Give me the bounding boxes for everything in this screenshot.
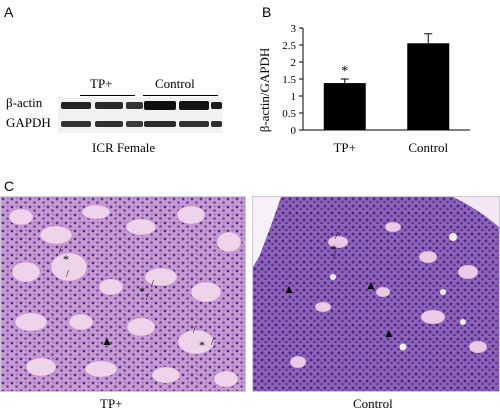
tubule-lumen	[213, 370, 239, 388]
x-tick-label: TP+	[333, 140, 356, 155]
tubule-lumen	[151, 366, 181, 384]
acinar-lumen	[457, 264, 479, 280]
marker-slash: /	[193, 325, 196, 336]
tubule-lumen	[81, 204, 111, 220]
tubule-lumen	[125, 218, 157, 236]
blot-band	[144, 121, 176, 127]
marker-slash: /	[333, 251, 336, 262]
marker-star: *	[199, 338, 205, 352]
vacuoles	[330, 233, 466, 351]
blot-band	[211, 121, 222, 127]
tubule-lumen	[176, 205, 206, 225]
marker-slash: /	[335, 231, 338, 242]
background-gap	[453, 197, 499, 227]
panel-c-letter: C	[4, 178, 15, 194]
tubule-lumen	[177, 329, 215, 355]
acinar-lumens	[289, 221, 488, 369]
blot-band	[61, 121, 91, 127]
y-tick-label: 1	[291, 91, 297, 103]
tubule-lumen	[14, 312, 48, 332]
marker-slash: /	[66, 269, 69, 280]
vacuole	[330, 274, 336, 280]
acinar-lumen	[420, 309, 446, 325]
vacuole	[449, 233, 457, 241]
marker-slash: /	[59, 245, 62, 256]
marker-slash: /	[211, 337, 214, 348]
panel-a-letter: A	[4, 4, 14, 20]
y-tick-label: 2	[291, 57, 297, 69]
bar-1	[407, 43, 450, 130]
significance-marker: *	[341, 64, 348, 79]
tubule-lumen	[190, 281, 222, 303]
tubule-lumens	[8, 204, 242, 388]
tubule-lumen	[84, 360, 118, 378]
marker-star: *	[139, 284, 145, 298]
blot-group-line-tp	[80, 95, 135, 96]
marker-slash: /	[146, 292, 149, 303]
blot-band	[61, 102, 91, 109]
background-gap	[253, 197, 281, 267]
tubule-lumen	[39, 225, 73, 245]
blot-caption: ICR Female	[92, 140, 156, 155]
blot-band	[211, 102, 222, 109]
tubule-lumen	[50, 252, 88, 282]
western-blot-image	[58, 97, 223, 133]
tubule-lumen	[11, 261, 41, 283]
blot-band	[179, 101, 209, 110]
vacuole	[440, 289, 446, 295]
vacuole	[460, 319, 466, 325]
histology-image-control: * ▲ ▲ ▲ / /	[252, 196, 500, 392]
blot-band-row-beta-actin	[61, 101, 222, 110]
blot-band	[126, 121, 143, 127]
tubule-lumen	[126, 317, 156, 337]
tubule-lumen	[144, 267, 178, 287]
acinar-lumen	[327, 235, 349, 249]
blot-group-label-control: Control	[155, 76, 195, 91]
marker-triangle: ▲	[283, 282, 295, 296]
bar-chart: β-actin/GAPDH 0 0.5 1 1.5 2 2.5 3 * TP+ Control	[257, 23, 470, 155]
marker-triangle: ▲	[101, 334, 113, 348]
acinar-lumen	[418, 250, 438, 264]
bar-0	[323, 83, 366, 130]
marker-star: *	[331, 242, 337, 256]
blot-row-label-beta-actin: β-actin	[6, 95, 43, 110]
blot-band	[126, 102, 143, 109]
histology-caption-control: Control	[353, 396, 393, 411]
x-tick-label: Control	[408, 140, 448, 155]
blot-band	[144, 101, 176, 110]
acinar-lumen	[375, 286, 391, 298]
blot-band	[95, 121, 123, 127]
histology-caption-tp: TP+	[100, 396, 123, 411]
marker-slash: /	[151, 279, 154, 290]
blot-row-label-gapdh: GAPDH	[6, 115, 51, 130]
blot-band-row-gapdh	[61, 121, 222, 127]
marker-triangle: ▲	[383, 326, 395, 340]
y-tick-label: 0.5	[282, 108, 296, 120]
blot-band	[95, 102, 123, 109]
chart-ylabel: β-actin/GAPDH	[257, 48, 272, 133]
panel-b-letter: B	[262, 4, 272, 20]
acinar-lumen	[314, 301, 332, 313]
y-tick-label: 1.5	[282, 74, 296, 86]
tubule-lumen	[98, 278, 124, 296]
y-tick-label: 3	[291, 23, 297, 35]
tubule-lumen	[25, 357, 57, 377]
y-tick-label: 2.5	[282, 40, 296, 52]
acinar-lumen	[468, 340, 488, 354]
tubule-lumen	[8, 208, 34, 226]
tubule-lumen	[216, 231, 242, 253]
tubule-lumen	[68, 313, 94, 331]
y-tick-label: 0	[291, 125, 297, 137]
marker-triangle: ▲	[365, 278, 377, 292]
blot-group-line-control	[143, 95, 218, 96]
blot-band	[179, 121, 209, 127]
histology-image-tp: * * * ▲ / / / / / /	[0, 196, 246, 392]
acinar-lumen	[289, 355, 307, 369]
acinar-lumen	[384, 221, 402, 233]
marker-star: *	[63, 252, 69, 266]
blot-group-label-tp: TP+	[90, 76, 113, 91]
vacuole	[399, 343, 407, 351]
